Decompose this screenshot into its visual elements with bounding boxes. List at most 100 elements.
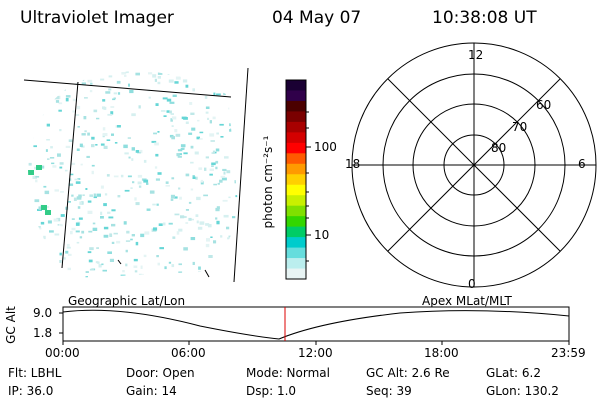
uv-speckle (124, 152, 129, 155)
uv-speckle (87, 132, 90, 136)
uv-speckle (109, 233, 113, 237)
uv-speckle (66, 246, 71, 249)
uv-speckle (79, 201, 83, 205)
status-door: Door: Open (126, 366, 195, 380)
uv-speckle (140, 265, 143, 269)
uv-speckle (86, 155, 90, 158)
uv-speckle (87, 200, 92, 203)
uv-speckle (75, 230, 80, 233)
timeline-x-tick-1200: 12:00 (298, 346, 333, 360)
uv-speckle (206, 62, 209, 65)
uv-speckle (190, 161, 194, 164)
status-glon: GLon: 130.2 (486, 384, 559, 398)
status-filter: Flt: LBHL (8, 366, 62, 380)
lat-label-70: 70 (512, 120, 528, 134)
uv-speckle (216, 206, 220, 210)
date-label: 04 May 07 (272, 8, 362, 28)
uv-speckle (216, 132, 219, 135)
uv-speckle (168, 79, 174, 83)
uv-speckle (77, 126, 80, 128)
diag-2 (387, 78, 561, 252)
uv-speckle (155, 61, 159, 63)
uv-speckle (196, 136, 200, 140)
uv-speckle (108, 88, 112, 91)
uv-speckle (60, 88, 64, 90)
uv-speckle (91, 136, 95, 140)
uv-speckle (154, 142, 159, 146)
uv-speckle (43, 104, 46, 108)
colorbar (285, 79, 311, 280)
uv-speckle (117, 92, 121, 95)
uv-speckle (70, 162, 76, 165)
uv-speckle (188, 201, 192, 204)
uv-speckle (126, 230, 130, 234)
colorbar-cell (286, 258, 306, 270)
uv-speckle (113, 232, 118, 235)
uv-speckle (100, 78, 105, 81)
uv-speckle (157, 76, 161, 79)
status-gc-alt: GC Alt: 2.6 Re (366, 366, 450, 380)
uv-speckle (167, 71, 170, 75)
uv-speckle (109, 258, 114, 262)
uv-speckle (120, 174, 124, 178)
timeline-x-tick-0600: 06:00 (171, 346, 206, 360)
uv-speckle (47, 66, 50, 69)
uv-speckle (50, 59, 53, 62)
uv-speckle (103, 234, 109, 238)
uv-speckle (215, 217, 218, 220)
uv-speckle (180, 215, 185, 219)
uv-speckle (32, 175, 37, 179)
uv-speckle (135, 72, 140, 76)
uv-speckle (153, 132, 157, 135)
colorbar-cell (286, 80, 306, 92)
uv-speckle (211, 165, 214, 167)
uv-speckle (185, 222, 189, 224)
uv-speckle (35, 176, 40, 178)
uv-speckle (210, 140, 215, 142)
uv-speckle (50, 84, 55, 88)
uv-speckle (157, 279, 161, 281)
uv-speckle (65, 95, 71, 98)
uv-speckle (211, 162, 216, 166)
uv-speckle (54, 189, 59, 192)
uv-speckle (189, 102, 193, 105)
colorbar-cell (286, 195, 306, 207)
uv-speckle (54, 87, 60, 90)
uv-speckle (76, 148, 80, 151)
uv-speckle (88, 259, 93, 263)
uv-speckle (123, 144, 128, 149)
uv-speckle (116, 125, 121, 128)
uv-speckle (75, 114, 80, 116)
uv-speckle (170, 194, 175, 199)
uv-speckle (84, 97, 88, 99)
status-gain: Gain: 14 (126, 384, 177, 398)
uv-speckle (141, 178, 147, 181)
lat-label-60: 60 (536, 98, 552, 112)
uv-speckle (100, 185, 104, 189)
uv-speckle (133, 265, 138, 268)
uv-speckle (106, 174, 110, 177)
uv-speckle (212, 116, 216, 120)
uv-speckle (47, 158, 50, 160)
uv-speckle (234, 180, 238, 184)
uv-speckle (54, 233, 60, 236)
uv-speckle (108, 216, 114, 219)
uv-speckle (78, 194, 82, 198)
colorbar-tick-100: 100 (314, 140, 337, 154)
uv-speckle (164, 266, 167, 270)
uv-speckle (103, 226, 109, 230)
uv-speckle (192, 261, 195, 265)
uv-speckle (106, 139, 111, 141)
uv-speckle (157, 262, 160, 266)
uv-speckle (28, 126, 32, 130)
uv-speckle (127, 175, 132, 178)
uv-speckle (128, 83, 130, 87)
uv-speckle (79, 143, 83, 147)
uv-speckle (165, 185, 170, 187)
uv-speckle (72, 98, 78, 102)
uv-speckle (63, 55, 67, 57)
uv-speckle (87, 251, 92, 254)
uv-speckle (185, 84, 189, 88)
mlt-label-12: 12 (468, 48, 484, 62)
uv-speckle (195, 176, 198, 180)
